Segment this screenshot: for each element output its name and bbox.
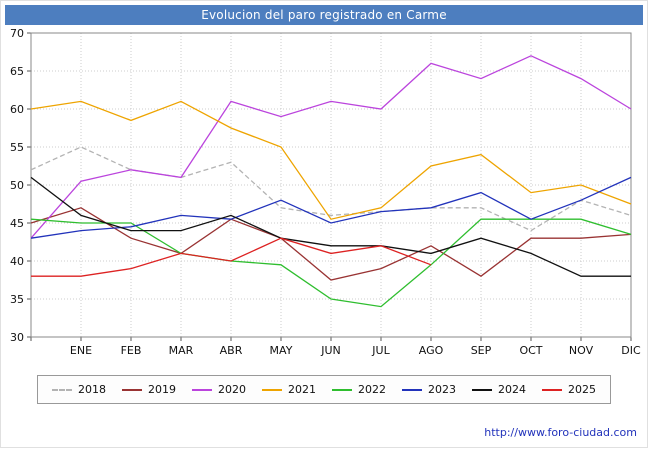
svg-text:JUN: JUN [320,344,341,357]
legend-item-2019: 2019 [122,383,176,396]
svg-text:JUL: JUL [371,344,390,357]
legend-line-swatch [192,388,212,391]
svg-text:OCT: OCT [519,344,542,357]
svg-text:30: 30 [10,331,24,344]
legend-line-swatch [122,388,142,391]
svg-text:AGO: AGO [419,344,444,357]
svg-text:MAR: MAR [169,344,194,357]
svg-text:65: 65 [10,65,24,78]
svg-text:55: 55 [10,141,24,154]
svg-text:SEP: SEP [471,344,492,357]
svg-text:50: 50 [10,179,24,192]
legend-line-swatch [542,388,562,391]
chart-area: 30 35 40 45 50 55 60 65 70 ENE FEB MAR ABR MAY JUN JUL A… [1,25,647,365]
legend-label: 2023 [428,383,456,396]
legend-line-swatch [472,388,492,391]
svg-text:DIC: DIC [621,344,641,357]
chart-legend: 2018 2019 2020 2021 2022 2023 2024 2025 [37,375,611,404]
legend-line-swatch [262,388,282,391]
svg-text:35: 35 [10,293,24,306]
legend-label: 2024 [498,383,526,396]
legend-item-2022: 2022 [332,383,386,396]
svg-text:MAY: MAY [270,344,293,357]
legend-label: 2021 [288,383,316,396]
svg-text:45: 45 [10,217,24,230]
svg-text:60: 60 [10,103,24,116]
footer: http://www.foro-ciudad.com [484,426,637,439]
legend-item-2025: 2025 [542,383,596,396]
legend-item-2020: 2020 [192,383,246,396]
legend-item-2023: 2023 [402,383,456,396]
svg-text:FEB: FEB [121,344,142,357]
legend-line-swatch [52,388,72,391]
legend-label: 2020 [218,383,246,396]
line-chart: 30 35 40 45 50 55 60 65 70 ENE FEB MAR ABR MAY JUN JUL A… [10,27,641,357]
legend-line-swatch [402,388,422,391]
legend-label: 2025 [568,383,596,396]
legend-label: 2022 [358,383,386,396]
legend-label: 2019 [148,383,176,396]
svg-text:40: 40 [10,255,24,268]
legend-label: 2018 [78,383,106,396]
chart-title: Evolucion del paro registrado en Carme [5,5,643,25]
svg-text:70: 70 [10,27,24,40]
legend-item-2024: 2024 [472,383,526,396]
svg-text:ABR: ABR [220,344,243,357]
footer-link[interactable]: http://www.foro-ciudad.com [484,426,637,439]
legend-line-swatch [332,388,352,391]
legend-item-2018: 2018 [52,383,106,396]
svg-text:ENE: ENE [70,344,92,357]
legend-item-2021: 2021 [262,383,316,396]
svg-text:NOV: NOV [569,344,594,357]
